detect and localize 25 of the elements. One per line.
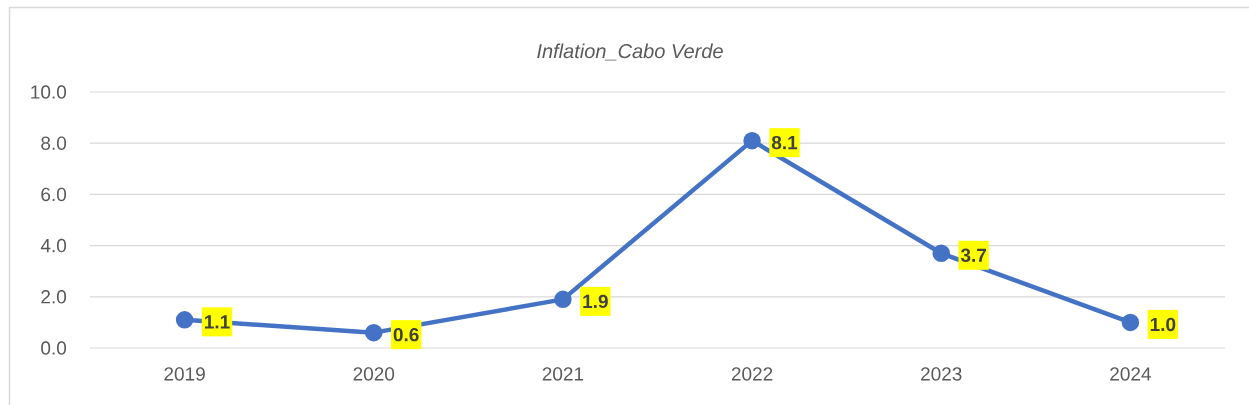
x-tick-label: 2022 [731,367,773,381]
y-tick-label: 0.0 [41,341,67,355]
x-tick-label: 2020 [353,367,395,381]
point [932,244,950,263]
y-tick-label: 4.0 [40,238,67,253]
x-tick-label: 2023 [921,367,962,381]
data-label: 3.7 [960,248,987,263]
x-tick-label: 2021 [542,367,584,381]
point [554,290,572,309]
point [365,323,383,342]
y-tick-label: 2.0 [41,290,67,304]
x-tick-label: 2019 [164,367,205,381]
y-tick-label: 6.0 [41,187,67,202]
data-label: 1.0 [1150,317,1176,332]
point [743,131,761,150]
y-tick-label: 8.0 [41,136,67,150]
data-label: 1.9 [583,294,608,309]
y-tick-label: 10.0 [31,85,67,99]
data-label: 0.6 [393,327,419,342]
point [175,311,194,329]
chart-title: Inflation_Cabo Verde [537,43,723,61]
point [1121,313,1140,332]
data-label: 8.1 [771,135,798,150]
x-tick-label: 2024 [1110,367,1151,381]
data-label: 1.1 [204,315,230,329]
